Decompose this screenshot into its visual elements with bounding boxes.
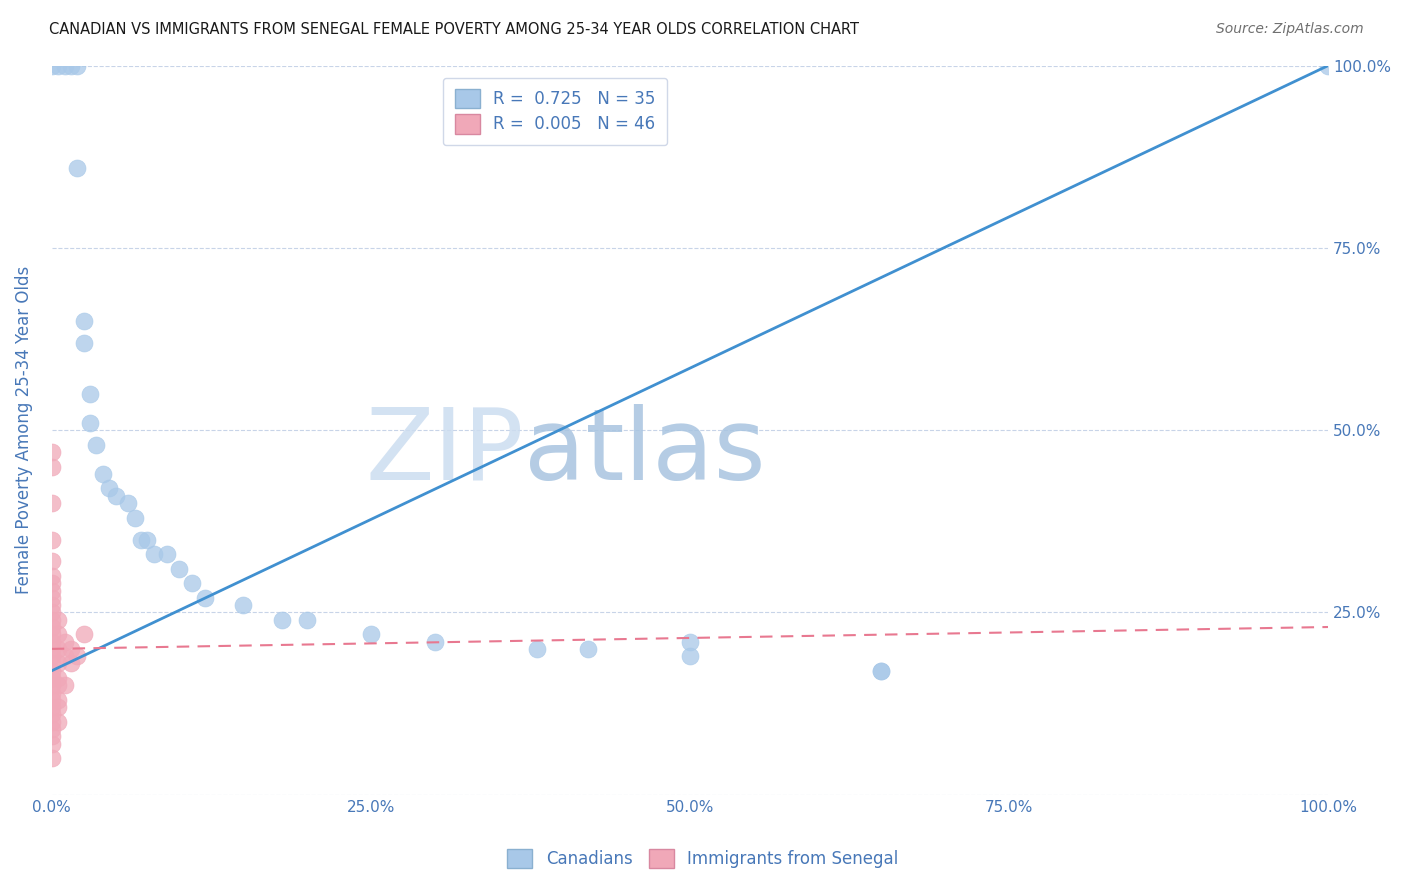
Point xyxy=(59,641,82,656)
Point xyxy=(870,664,893,678)
Point xyxy=(41,445,63,459)
Point xyxy=(41,554,63,568)
Point xyxy=(73,314,96,328)
Text: Source: ZipAtlas.com: Source: ZipAtlas.com xyxy=(1216,22,1364,37)
Point xyxy=(679,634,702,648)
Point xyxy=(576,641,599,656)
Point xyxy=(91,467,114,481)
Point xyxy=(66,59,89,73)
Point xyxy=(41,685,63,699)
Point xyxy=(41,583,63,598)
Point xyxy=(181,576,204,591)
Point xyxy=(41,627,63,641)
Point xyxy=(41,641,63,656)
Point xyxy=(679,649,702,664)
Point xyxy=(46,627,69,641)
Point xyxy=(53,649,76,664)
Point xyxy=(41,707,63,722)
Point xyxy=(59,657,82,671)
Point xyxy=(870,664,893,678)
Point xyxy=(98,482,121,496)
Point xyxy=(46,657,69,671)
Point xyxy=(66,649,89,664)
Point xyxy=(46,700,69,714)
Point xyxy=(136,533,159,547)
Point xyxy=(41,722,63,736)
Point xyxy=(41,634,63,648)
Point xyxy=(46,671,69,685)
Point xyxy=(270,613,292,627)
Point xyxy=(41,620,63,634)
Point xyxy=(41,613,63,627)
Point xyxy=(41,730,63,744)
Point xyxy=(194,591,217,605)
Point xyxy=(86,438,108,452)
Legend: R =  0.725   N = 35, R =  0.005   N = 46: R = 0.725 N = 35, R = 0.005 N = 46 xyxy=(443,78,666,145)
Point xyxy=(46,59,69,73)
Point xyxy=(360,627,382,641)
Point xyxy=(41,693,63,707)
Point xyxy=(1317,59,1340,73)
Point xyxy=(46,693,69,707)
Point xyxy=(423,634,446,648)
Point xyxy=(46,641,69,656)
Point xyxy=(41,576,63,591)
Point xyxy=(41,700,63,714)
Point xyxy=(41,59,63,73)
Point xyxy=(41,671,63,685)
Point xyxy=(232,598,254,612)
Point xyxy=(117,496,139,510)
Point xyxy=(41,678,63,692)
Point xyxy=(41,751,63,765)
Point xyxy=(73,627,96,641)
Point xyxy=(46,714,69,729)
Text: atlas: atlas xyxy=(524,403,766,500)
Point xyxy=(66,161,89,175)
Point xyxy=(53,634,76,648)
Point xyxy=(41,737,63,751)
Y-axis label: Female Poverty Among 25-34 Year Olds: Female Poverty Among 25-34 Year Olds xyxy=(15,266,32,594)
Point xyxy=(41,714,63,729)
Point xyxy=(129,533,152,547)
Text: CANADIAN VS IMMIGRANTS FROM SENEGAL FEMALE POVERTY AMONG 25-34 YEAR OLDS CORRELA: CANADIAN VS IMMIGRANTS FROM SENEGAL FEMA… xyxy=(49,22,859,37)
Point xyxy=(59,59,82,73)
Point xyxy=(41,496,63,510)
Point xyxy=(41,606,63,620)
Point xyxy=(526,641,548,656)
Legend: Canadians, Immigrants from Senegal: Canadians, Immigrants from Senegal xyxy=(501,842,905,875)
Point xyxy=(53,59,76,73)
Point xyxy=(79,386,101,401)
Point xyxy=(41,598,63,612)
Point xyxy=(104,489,127,503)
Point xyxy=(41,657,63,671)
Point xyxy=(46,678,69,692)
Point xyxy=(156,547,179,561)
Point xyxy=(142,547,165,561)
Point xyxy=(169,562,191,576)
Point xyxy=(124,510,146,524)
Point xyxy=(41,533,63,547)
Point xyxy=(41,459,63,474)
Point xyxy=(46,613,69,627)
Point xyxy=(53,678,76,692)
Point xyxy=(73,335,96,350)
Point xyxy=(79,416,101,430)
Point xyxy=(295,613,318,627)
Point xyxy=(41,649,63,664)
Point xyxy=(41,569,63,583)
Text: ZIP: ZIP xyxy=(366,403,524,500)
Point xyxy=(41,591,63,605)
Point xyxy=(41,664,63,678)
